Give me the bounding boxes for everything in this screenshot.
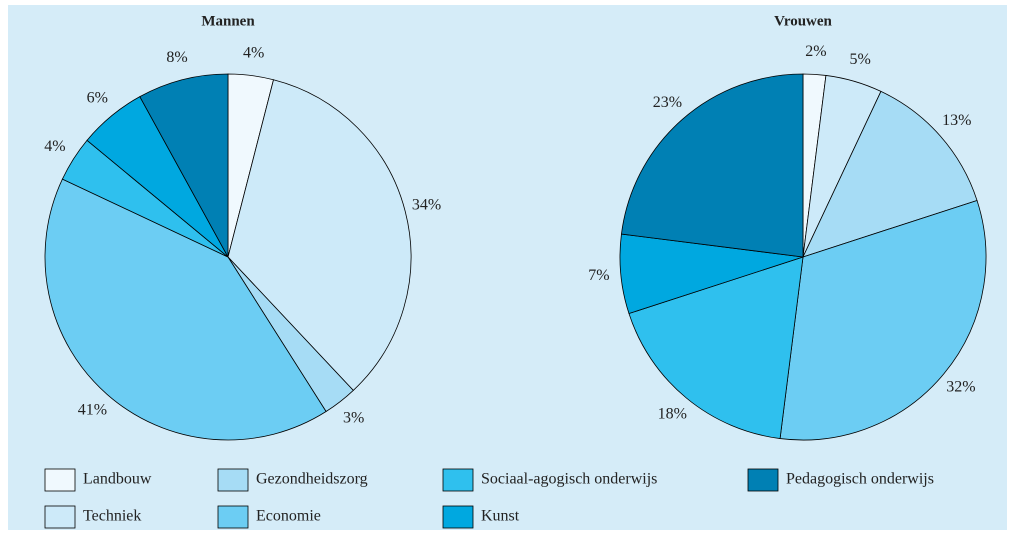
- legend-swatch: [217, 468, 249, 492]
- data-label: 41%: [78, 401, 107, 418]
- pie-slice: [44, 178, 327, 441]
- data-label: 3%: [343, 410, 364, 427]
- legend-label: Techniek: [83, 508, 141, 525]
- pie-slice: [227, 79, 412, 391]
- legend-label: Economie: [256, 508, 321, 525]
- legend-swatch: [442, 505, 474, 529]
- pie-title: Mannen: [201, 13, 255, 29]
- legend-label: Kunst: [481, 508, 520, 525]
- data-label: 34%: [412, 197, 441, 214]
- legend-swatch: [217, 505, 249, 529]
- data-label: 7%: [588, 267, 609, 284]
- legend-swatch: [44, 468, 76, 492]
- legend-label: Pedagogisch onderwijs: [786, 471, 934, 488]
- legend-label: Landbouw: [83, 471, 152, 488]
- legend-swatch: [44, 505, 76, 529]
- data-label: 18%: [658, 406, 687, 423]
- data-label: 13%: [942, 112, 971, 129]
- legend-swatch: [747, 468, 779, 492]
- pie-title: Vrouwen: [774, 13, 832, 29]
- data-label: 32%: [946, 378, 975, 395]
- pie-slice: [139, 73, 229, 258]
- data-label: 5%: [850, 51, 871, 68]
- legend-label: Gezondheidszorg: [256, 471, 368, 488]
- data-label: 2%: [805, 43, 826, 60]
- pie-slice: [620, 73, 804, 258]
- data-label: 23%: [653, 94, 682, 111]
- pie-slice: [802, 90, 978, 258]
- data-label: 4%: [243, 44, 264, 61]
- data-label: 6%: [87, 90, 108, 107]
- legend-swatch: [442, 468, 474, 492]
- pie-slice: [779, 199, 987, 441]
- data-label: 8%: [166, 49, 187, 66]
- legend-label: Sociaal-agogisch onderwijs: [481, 471, 657, 488]
- pie-slice: [628, 256, 804, 440]
- data-label: 4%: [44, 138, 65, 155]
